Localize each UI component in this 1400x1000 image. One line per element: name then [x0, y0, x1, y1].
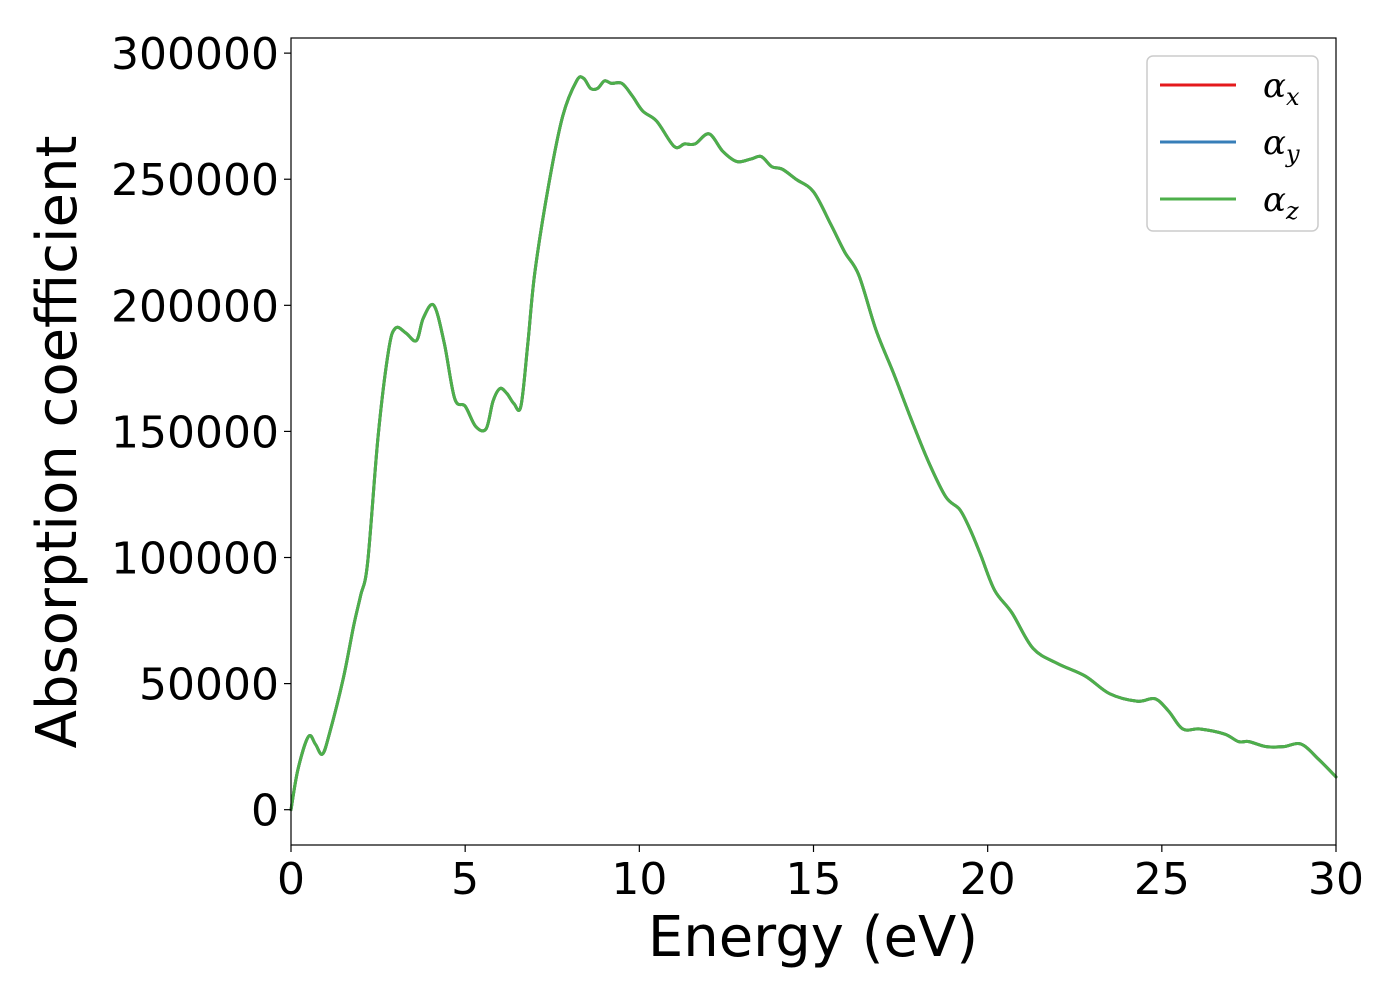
ticks-layer: 0 5 10 15 20 25 30 0 50000 100000 150000 200000 2500…: [111, 29, 1364, 905]
y-tick-label: 200000: [111, 281, 279, 332]
series-layer: [289, 75, 1338, 812]
x-tick-label: 15: [786, 854, 842, 905]
legend-label-z: αz: [1263, 180, 1299, 225]
y-tick-label: 50000: [139, 660, 279, 711]
x-tick-label: 20: [960, 854, 1016, 905]
x-tick-label: 25: [1134, 854, 1190, 905]
legend: αx αy αz: [1146, 55, 1319, 232]
y-tick-label: 300000: [111, 29, 279, 80]
x-tick-label: 0: [277, 854, 305, 905]
series-line-z: [289, 75, 1338, 812]
x-axis-label: Energy (eV): [648, 905, 978, 970]
legend-items: αx αy αz: [1160, 66, 1300, 225]
y-tick-label: 0: [251, 786, 279, 837]
x-tick-label: 5: [451, 854, 479, 905]
x-tick-label: 30: [1308, 854, 1364, 905]
y-tick-label: 150000: [111, 407, 279, 458]
y-tick-label: 100000: [111, 534, 279, 585]
legend-label-x: αx: [1263, 66, 1300, 111]
x-tick-label: 10: [611, 854, 667, 905]
y-axis-label: Absorption coefficient: [25, 136, 90, 749]
y-tick-label: 250000: [111, 155, 279, 206]
legend-label-y: αy: [1263, 123, 1300, 168]
